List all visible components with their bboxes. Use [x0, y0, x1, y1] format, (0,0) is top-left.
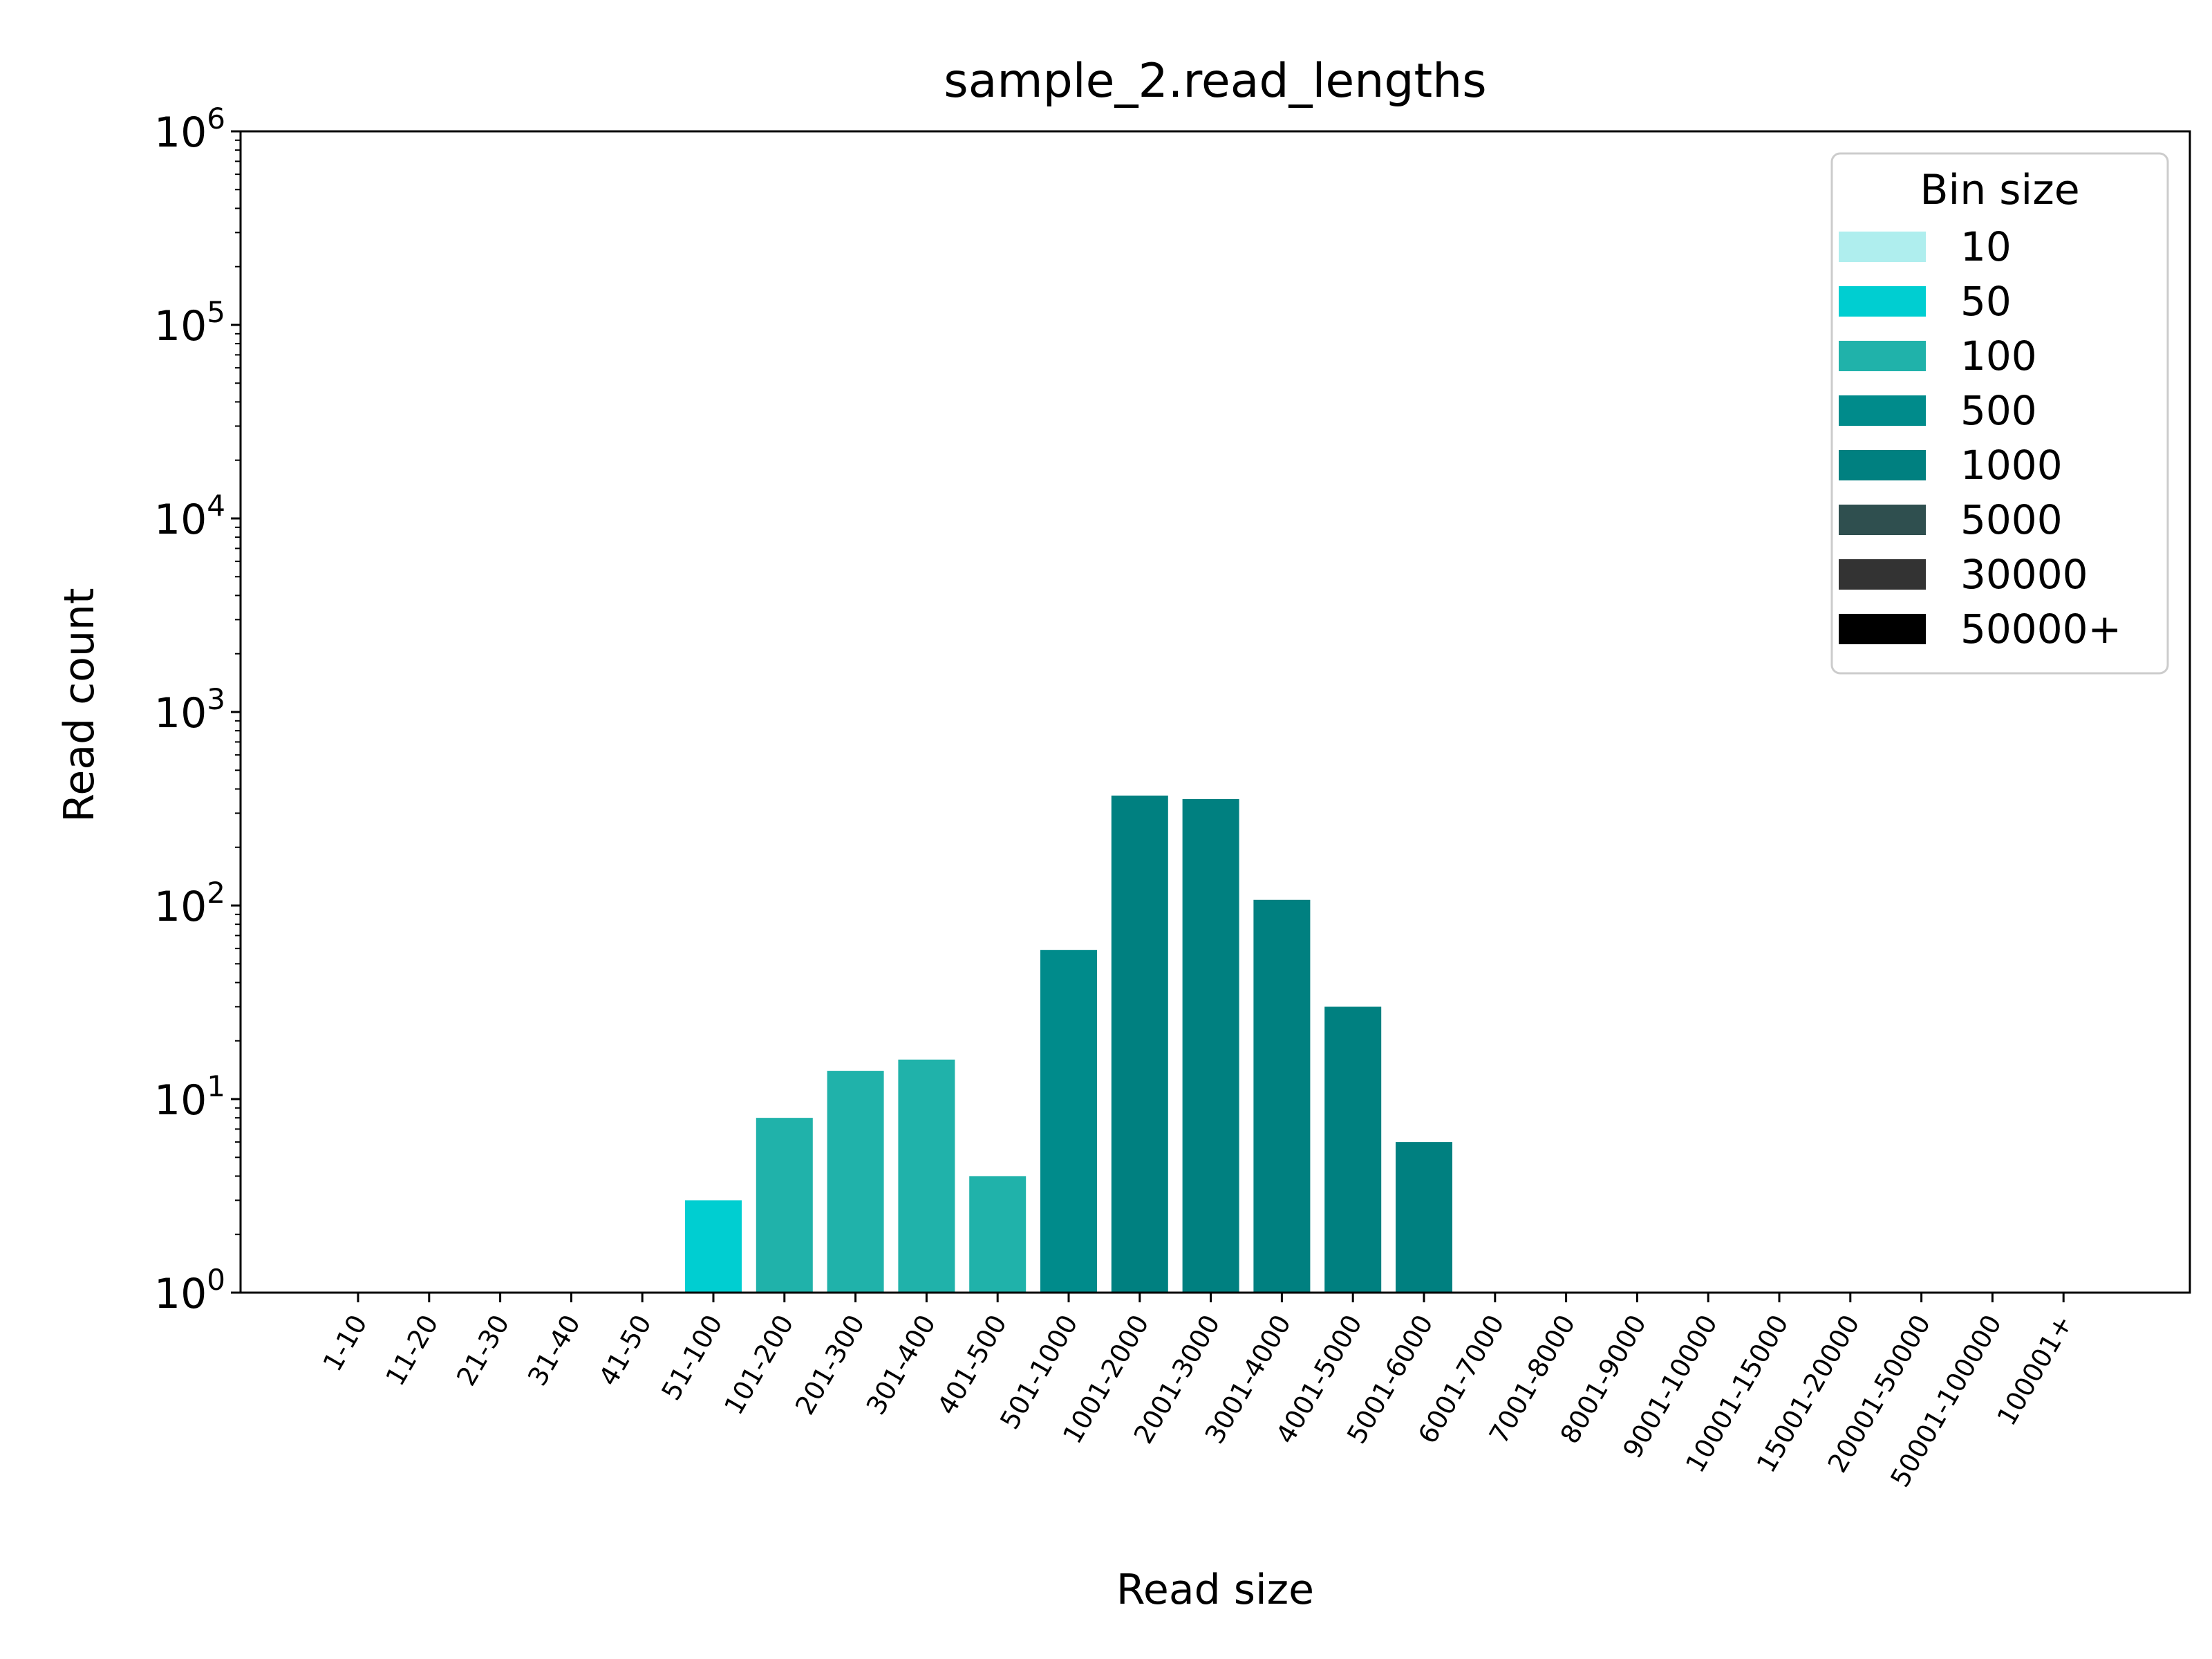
legend-label: 30000	[1960, 551, 2088, 598]
legend-swatch	[1839, 450, 1926, 480]
bar-301-400	[898, 1059, 955, 1293]
bar-4001-5000	[1324, 1006, 1382, 1293]
chart-title: sample_2.read_lengths	[944, 54, 1486, 109]
legend-swatch	[1839, 232, 1926, 262]
legend-swatch	[1839, 395, 1926, 426]
legend-swatch	[1839, 559, 1926, 590]
bar-101-200	[756, 1118, 813, 1293]
bar-5001-6000	[1396, 1142, 1452, 1293]
bar-3001-4000	[1253, 899, 1311, 1293]
legend-swatch	[1839, 341, 1926, 371]
bar-201-300	[827, 1071, 884, 1293]
y-tick-label: 106	[154, 102, 225, 157]
y-tick-label: 103	[154, 682, 225, 738]
bar-2001-3000	[1182, 798, 1239, 1293]
bar-1001-2000	[1111, 795, 1168, 1293]
x-axis-label: Read size	[1116, 1566, 1314, 1614]
legend-title: Bin size	[1920, 166, 2079, 214]
y-axis-ticks: 100 101 102 103 104 105 106	[154, 102, 241, 1318]
y-axis-label: Read count	[55, 588, 104, 822]
legend-label: 50000+	[1960, 606, 2121, 653]
legend-label: 10	[1960, 223, 2012, 270]
legend-swatch	[1839, 505, 1926, 535]
legend-label: 5000	[1960, 496, 2063, 543]
legend: Bin size 10 50 100 500 1000 5000 30000 50000+	[1830, 152, 2169, 675]
legend-swatch	[1839, 286, 1926, 317]
legend-swatch	[1839, 614, 1926, 644]
bars	[685, 795, 1452, 1293]
bar-401-500	[969, 1176, 1027, 1293]
bar-51-100	[685, 1200, 742, 1293]
legend-entries: 10 50 100 500 1000 5000 30000 50000+	[1839, 223, 2121, 653]
legend-box	[1830, 152, 2169, 675]
y-tick-label: 101	[154, 1069, 225, 1125]
bar-501-1000	[1040, 950, 1097, 1293]
legend-label: 50	[1960, 278, 2012, 325]
legend-label: 100	[1960, 332, 2037, 379]
y-tick-label: 100	[154, 1263, 225, 1318]
legend-label: 1000	[1960, 442, 2063, 489]
y-tick-label: 102	[154, 876, 225, 931]
y-tick-label: 104	[154, 489, 225, 544]
legend-label: 500	[1960, 387, 2037, 434]
y-tick-label: 105	[154, 295, 225, 350]
plot-frame	[239, 130, 2191, 1294]
